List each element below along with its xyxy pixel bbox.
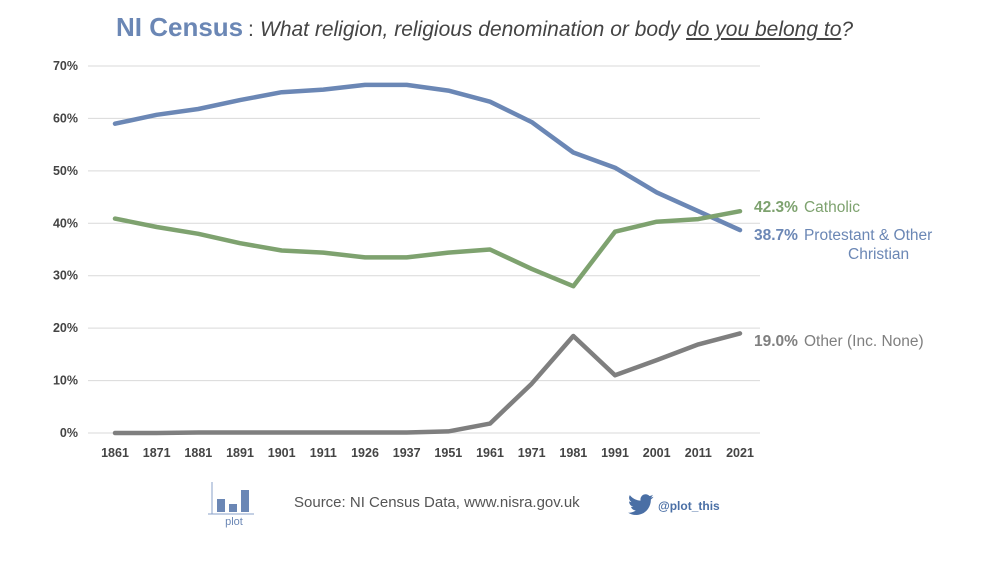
y-axis-ticks: 0% 10% 20% 30% 40% 50% 60% 70% [53,59,78,440]
x-tick-label: 1961 [476,446,504,460]
x-tick-label: 1881 [184,446,212,460]
series-line-other [112,331,743,436]
source-text: Source: NI Census Data, www.nisra.gov.uk [294,494,580,511]
series-lines [112,82,743,436]
y-tick-label: 40% [53,216,78,230]
end-label-name: Catholic [804,199,860,216]
x-tick-label: 1891 [226,446,254,460]
x-tick-label: 1971 [518,446,546,460]
end-label-name: Other (Inc. None) [804,333,924,350]
x-tick-label: 1937 [393,446,421,460]
end-label-other: 19.0% Other (Inc. None) [754,333,924,350]
x-tick-label: 2011 [685,446,712,460]
x-tick-label: 1861 [101,446,129,460]
x-tick-label: 1991 [601,446,629,460]
x-tick-label: 2021 [726,446,754,460]
x-tick-label: 1981 [559,446,587,460]
end-label-protestant: 38.7% Protestant & Other [754,227,932,244]
title-question-underlined: do you belong to [686,18,842,41]
y-tick-label: 50% [53,164,78,178]
title-question-pre: What religion, religious denomination or… [260,18,687,41]
end-label-value: 38.7% [754,227,798,244]
end-label-name: Protestant & Other [804,227,932,244]
logo-text: plot [225,516,243,528]
title-question-post: ? [841,18,854,41]
x-tick-label: 1911 [310,446,337,460]
series-end-labels: 38.7% Protestant & Other Christian 42.3% Cat… [754,199,932,350]
twitter-bird-icon [628,494,654,515]
end-label-value: 19.0% [754,333,798,350]
x-axis-ticks: 1861 1871 1881 1891 1901 1911 1926 1937 1951 1961… [101,446,754,460]
y-tick-label: 10% [53,374,78,388]
x-tick-label: 1871 [143,446,171,460]
x-tick-label: 1901 [268,446,296,460]
y-tick-label: 0% [60,426,78,440]
plot-logo: plot [208,482,258,528]
twitter-handle: @plot_this [658,499,720,513]
y-tick-label: 70% [53,59,78,73]
series-line-catholic [112,208,743,289]
end-label-protestant-line2: Christian [848,246,909,263]
plot-logo-icon: plot [208,482,254,528]
series-line-protestant [112,82,743,233]
end-label-catholic: 42.3% Catholic [754,199,860,216]
gridlines [88,65,760,434]
y-tick-label: 20% [53,321,78,335]
x-tick-label: 2001 [643,446,671,460]
x-tick-label: 1926 [351,446,379,460]
title-separator: : [248,18,254,41]
end-label-value: 42.3% [754,199,798,216]
title-question: What religion, religious denomination or… [260,18,853,42]
x-tick-label: 1951 [434,446,462,460]
title-main: NI Census [116,12,244,42]
y-tick-label: 30% [53,269,78,283]
y-tick-label: 60% [53,111,78,125]
